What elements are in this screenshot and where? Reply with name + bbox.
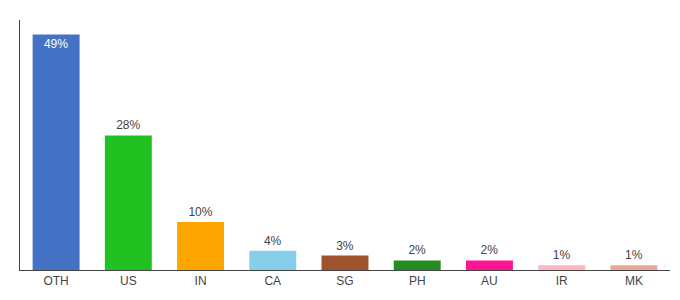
svg-text:10%: 10% xyxy=(188,205,212,219)
svg-text:2%: 2% xyxy=(408,243,426,257)
svg-text:IR: IR xyxy=(556,274,568,288)
svg-text:PH: PH xyxy=(409,274,426,288)
svg-text:2%: 2% xyxy=(481,243,499,257)
svg-text:MK: MK xyxy=(625,274,643,288)
svg-text:1%: 1% xyxy=(625,248,643,262)
svg-text:OTH: OTH xyxy=(43,274,68,288)
svg-text:SG: SG xyxy=(336,274,353,288)
svg-text:1%: 1% xyxy=(553,248,571,262)
svg-text:CA: CA xyxy=(264,274,281,288)
svg-text:28%: 28% xyxy=(116,118,140,132)
svg-text:US: US xyxy=(120,274,137,288)
svg-text:49%: 49% xyxy=(44,37,68,51)
svg-text:IN: IN xyxy=(195,274,207,288)
svg-text:4%: 4% xyxy=(264,234,282,248)
svg-text:3%: 3% xyxy=(336,239,354,253)
svg-text:AU: AU xyxy=(481,274,498,288)
